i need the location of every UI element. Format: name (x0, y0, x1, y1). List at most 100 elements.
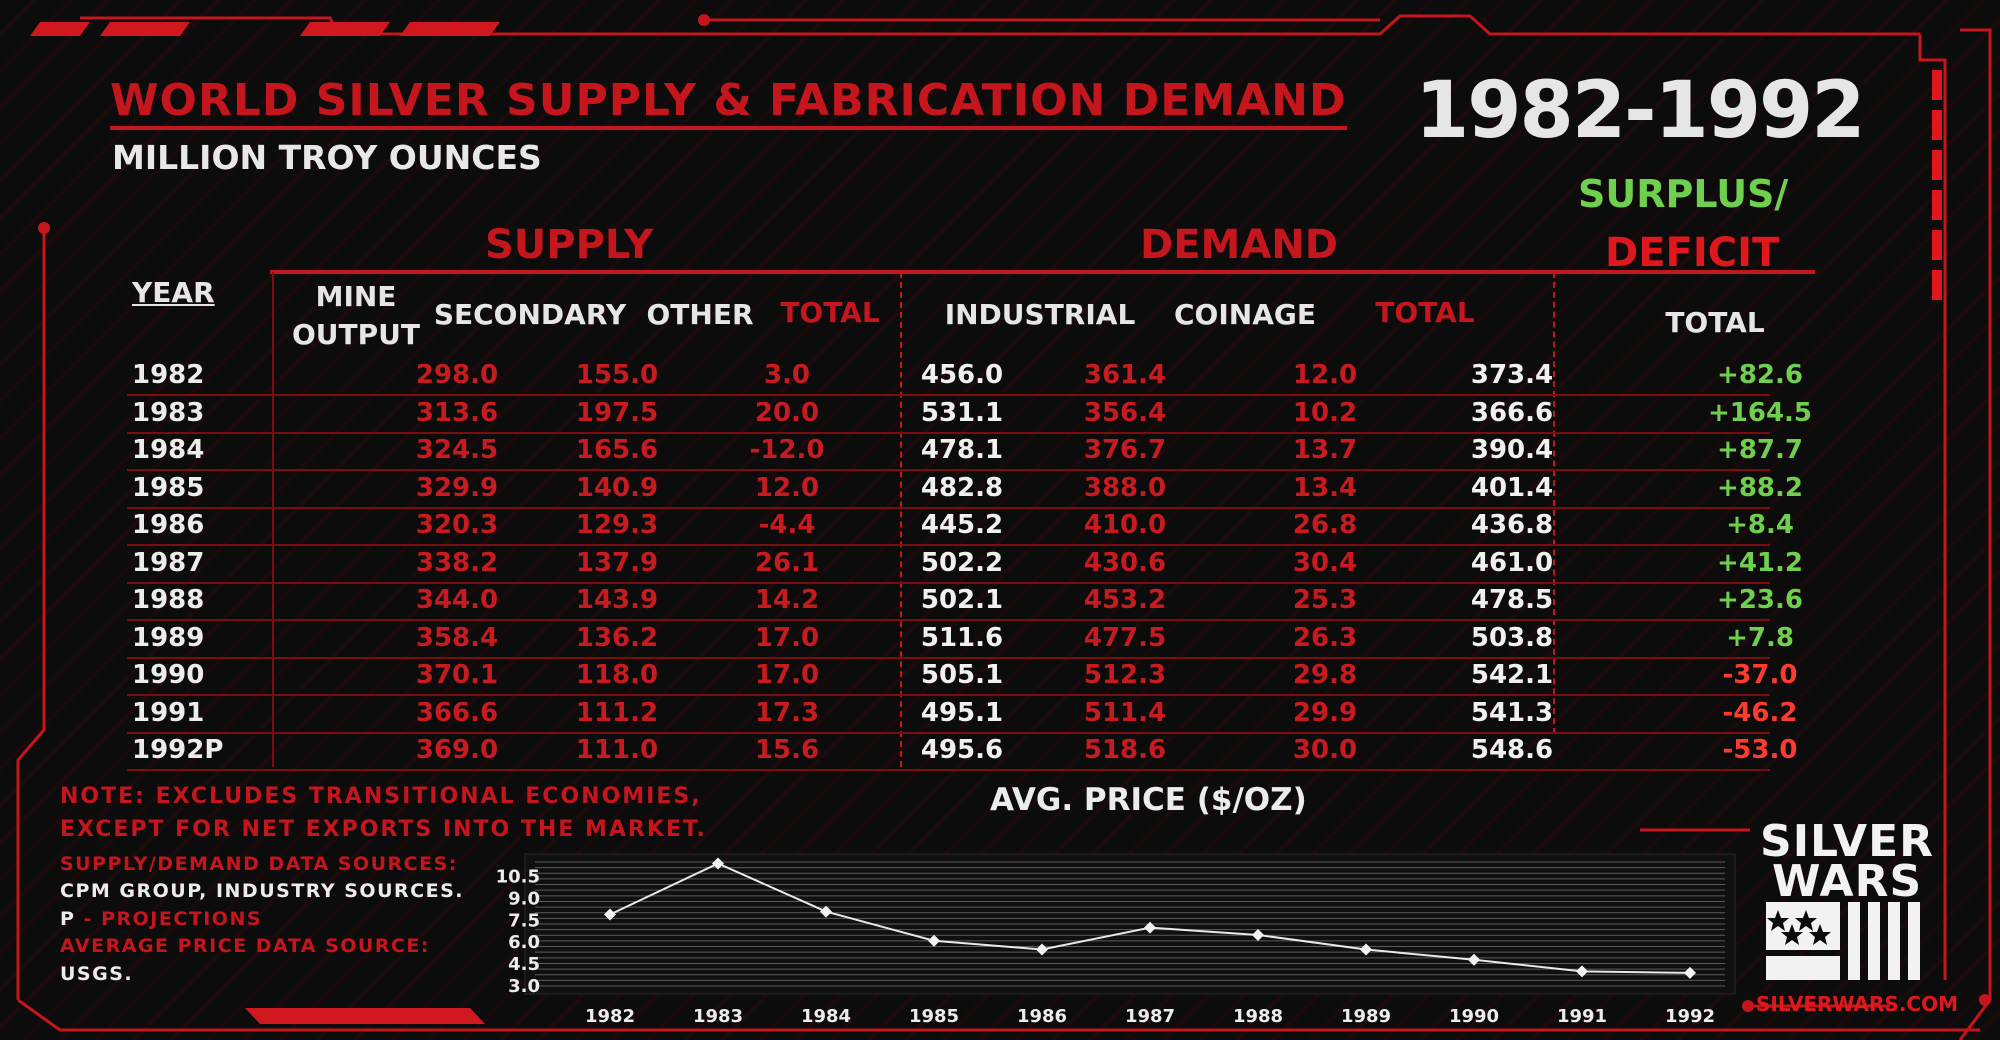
cell-secondary: 129.3 (575, 510, 659, 540)
cell-supply-total: 482.8 (920, 472, 1004, 503)
cell-year: 1983 (132, 397, 205, 428)
cell-net: +41.2 (1717, 547, 1803, 578)
cell-demand-total: 503.8 (1470, 622, 1554, 653)
cell-net: +164.5 (1707, 397, 1813, 428)
price-source-label: AVERAGE PRICE DATA SOURCE: (60, 935, 431, 957)
cell-secondary: 111.0 (575, 735, 659, 765)
projection-key-label: - PROJECTIONS (83, 908, 263, 930)
cell-coinage: 26.8 (1292, 510, 1358, 540)
cell-secondary: 137.9 (575, 547, 659, 578)
note-text: NOTE: EXCLUDES TRANSITIONAL ECONOMIES, E… (60, 784, 707, 842)
cell-net: -37.0 (1722, 660, 1798, 690)
cell-net: -46.2 (1722, 697, 1798, 728)
cell-year: 1992P (132, 735, 224, 765)
col-header-industrial: INDUSTRIAL (944, 298, 1136, 331)
chart-x-tick-label: 1984 (801, 1006, 851, 1027)
sd-sources-value: CPM GROUP, INDUSTRY SOURCES. (60, 880, 464, 902)
chart-data-point (928, 934, 940, 947)
cell-mine: 324.5 (415, 435, 499, 465)
cell-secondary: 143.9 (575, 585, 659, 615)
cell-coinage: 29.9 (1292, 697, 1358, 728)
cell-secondary: 155.0 (575, 360, 659, 390)
table-row: 1984 324.5 165.6 -12.0 478.1 376.7 13.7 390.4 +8… (127, 433, 1803, 471)
cell-supply-total: 511.6 (920, 622, 1004, 653)
col-header-mine-line1: MINE (315, 280, 397, 313)
cell-industrial: 361.4 (1083, 360, 1167, 390)
chart-x-tick-label: 1983 (693, 1006, 743, 1027)
cell-other: 15.6 (754, 735, 820, 765)
table-row: 1990 370.1 118.0 17.0 505.1 512.3 29.8 542.1 -37… (127, 658, 1797, 696)
cell-other: 17.0 (754, 622, 820, 653)
table-row: 1987 338.2 137.9 26.1 502.2 430.6 30.4 461.0 +41… (127, 546, 1803, 584)
cell-supply-total: 502.1 (920, 585, 1004, 615)
cell-supply-total: 531.1 (920, 397, 1004, 428)
projection-key-letter: P (60, 908, 76, 930)
cell-net: +7.8 (1726, 622, 1794, 653)
cell-supply-total: 478.1 (920, 435, 1004, 465)
table-row: 1992P 369.0 111.0 15.6 495.6 518.6 30.0 548.6 -5… (127, 733, 1797, 771)
col-header-other: OTHER (646, 298, 754, 331)
cell-coinage: 26.3 (1292, 622, 1358, 653)
cell-industrial: 430.6 (1083, 547, 1167, 578)
col-header-coinage: COINAGE (1174, 298, 1316, 331)
chart-x-tick-label: 1990 (1449, 1006, 1499, 1027)
cell-net: +23.6 (1717, 585, 1803, 615)
section-deficit: DEFICIT (1605, 230, 1780, 276)
col-header-year: YEAR (132, 276, 215, 309)
cell-coinage: 25.3 (1292, 585, 1358, 615)
cell-year: 1985 (132, 472, 205, 503)
cell-mine: 344.0 (415, 585, 499, 615)
cell-mine: 298.0 (415, 360, 499, 390)
cell-other: -4.4 (758, 510, 816, 540)
section-supply: SUPPLY (485, 222, 654, 268)
cell-supply-total: 495.6 (920, 735, 1004, 765)
cell-year: 1982 (132, 360, 205, 390)
logo-silver: SILVER (1760, 816, 1935, 867)
cell-year: 1988 (132, 585, 205, 615)
cell-supply-total: 495.1 (920, 697, 1004, 728)
cell-secondary: 140.9 (575, 472, 659, 503)
chart-data-point (1360, 943, 1372, 956)
chart-x-tick-label: 1989 (1341, 1006, 1391, 1027)
col-header-net-total: TOTAL (1665, 306, 1765, 339)
cell-mine: 313.6 (415, 397, 499, 428)
chart-data-point (1684, 966, 1696, 979)
cell-year: 1989 (132, 622, 205, 653)
col-header-demand-total: TOTAL (1375, 296, 1475, 329)
cell-secondary: 118.0 (575, 660, 659, 690)
table-row: 1986 320.3 129.3 -4.4 445.2 410.0 26.8 436.8 +8.… (127, 508, 1794, 546)
chart-y-tick-label: 4.5 (508, 954, 540, 975)
cell-net: +88.2 (1717, 472, 1803, 503)
cell-supply-total: 502.2 (920, 547, 1004, 578)
cell-supply-total: 505.1 (920, 660, 1004, 690)
cell-coinage: 30.0 (1292, 735, 1358, 765)
chart-x-tick-label: 1992 (1665, 1006, 1715, 1027)
chart-data-point (712, 857, 724, 870)
cell-year: 1990 (132, 660, 205, 690)
table-row: 1982 298.0 155.0 3.0 456.0 361.4 12.0 373.4 +82.… (127, 358, 1803, 396)
header-rule (270, 270, 1815, 274)
cell-industrial: 511.4 (1083, 697, 1167, 728)
column-divider (272, 272, 274, 767)
chart-title: AVG. PRICE ($/OZ) (990, 782, 1307, 818)
chart-data-point (820, 905, 832, 918)
chart-x-tick-label: 1985 (909, 1006, 959, 1027)
column-divider (1553, 272, 1555, 734)
cell-year: 1991 (132, 697, 205, 728)
cell-other: 17.0 (754, 660, 820, 690)
chart-data-point (1036, 943, 1048, 956)
table-row: 1983 313.6 197.5 20.0 531.1 356.4 10.2 366.6 +16… (127, 396, 1812, 434)
chart-data-point (1144, 921, 1156, 934)
cell-supply-total: 456.0 (920, 360, 1004, 390)
cell-industrial: 388.0 (1083, 472, 1167, 503)
cell-coinage: 13.7 (1292, 435, 1358, 465)
chart-data-point (1576, 965, 1588, 978)
cell-demand-total: 390.4 (1470, 435, 1554, 465)
cell-industrial: 518.6 (1083, 735, 1167, 765)
cell-mine: 369.0 (415, 735, 499, 765)
col-header-mine-line2: OUTPUT (292, 318, 420, 351)
page-title: WORLD SILVER SUPPLY & FABRICATION DEMAND (110, 78, 1347, 130)
cell-net: +87.7 (1717, 435, 1803, 465)
cell-mine: 358.4 (415, 622, 499, 653)
